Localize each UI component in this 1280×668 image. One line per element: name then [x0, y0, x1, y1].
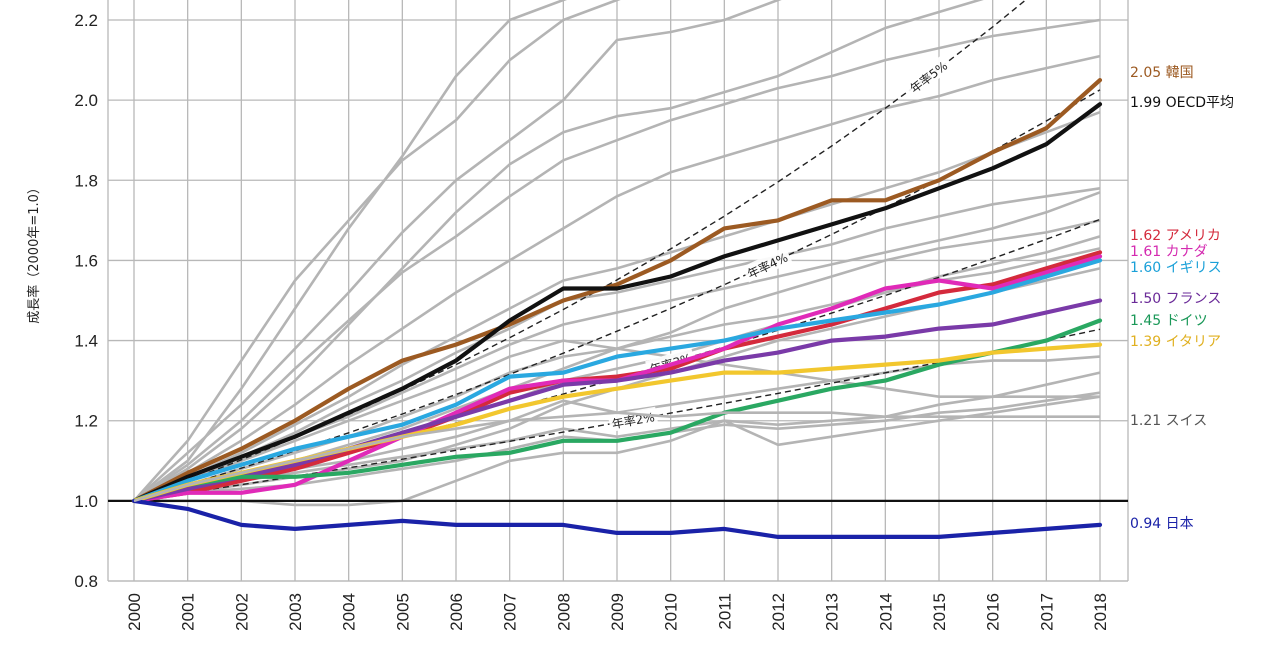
x-tick-label-2013: 2013 [823, 593, 842, 631]
other-country-line-18 [133, 339, 1100, 503]
x-tick-label-2014: 2014 [876, 593, 895, 631]
x-tick-label-2010: 2010 [662, 593, 681, 631]
x-tick-label-2018: 2018 [1091, 593, 1110, 631]
end-label-10: 0.94 日本 [1130, 516, 1194, 532]
series-line-6 [131, 298, 1103, 503]
trend-label-bg-1 [903, 54, 953, 98]
x-tick-label-2008: 2008 [554, 593, 573, 631]
trend-line-2 [133, 89, 1101, 502]
x-tick-label-2002: 2002 [232, 593, 251, 631]
y-tick-label-0.8: 0.8 [74, 572, 98, 591]
y-tick-label-1.0: 1.0 [74, 492, 98, 511]
x-tick-label-2003: 2003 [286, 593, 305, 631]
x-tick-label-2004: 2004 [340, 593, 359, 631]
end-label-9: 1.21 スイス [1130, 413, 1207, 429]
end-label-4: 1.61 カナダ [1130, 244, 1208, 260]
end-label-8: 1.39 イタリア [1130, 334, 1221, 350]
y-axis-label: 成長率（2000年=1.0） [26, 181, 42, 324]
trend-label-group-1: 年率5% [903, 54, 953, 98]
other-country-line-15 [133, 371, 1101, 503]
x-tick-label-2007: 2007 [501, 593, 520, 631]
series-line-2 [131, 102, 1103, 503]
x-tick-label-2001: 2001 [179, 593, 198, 631]
other-country-line-3 [133, 0, 782, 502]
series-line-9 [133, 411, 1100, 503]
x-tick-label-2012: 2012 [769, 593, 788, 631]
trend-label-group-2: 年率4% [741, 246, 793, 283]
end-label-5: 1.60 イギリス [1130, 260, 1222, 276]
y-tick-label-2.0: 2.0 [74, 91, 98, 110]
other-country-line-8 [133, 187, 1101, 503]
other-country-line-2 [133, 0, 568, 502]
x-tick-label-2009: 2009 [608, 593, 627, 631]
x-tick-label-2011: 2011 [715, 593, 734, 630]
end-label-3: 1.62 アメリカ [1130, 228, 1221, 244]
y-tick-label-2.2: 2.2 [74, 11, 98, 30]
other-country-line-5 [133, 18, 1101, 502]
other-country-line-17 [134, 395, 1101, 507]
series-line-10 [131, 498, 1103, 539]
series-line-1 [131, 78, 1103, 503]
series-line-3 [131, 250, 1103, 503]
highlighted-series [131, 78, 1103, 539]
y-tick-label-1.2: 1.2 [74, 412, 98, 431]
other-country-line-7 [133, 110, 1101, 503]
other-country-line-1 [133, 0, 621, 502]
end-label-1: 2.05 韓国 [1130, 65, 1194, 81]
x-tick-label-2006: 2006 [447, 593, 466, 631]
end-label-2: 1.99 OECD平均 [1130, 95, 1234, 111]
end-label-7: 1.45 ドイツ [1130, 313, 1208, 329]
y-tick-label-1.8: 1.8 [74, 171, 98, 190]
y-tick-label-1.6: 1.6 [74, 251, 98, 270]
other-country-line-6 [133, 54, 1101, 503]
trend-label-2: 年率4% [745, 249, 790, 281]
trend-label-bg-2 [741, 246, 793, 283]
x-tick-label-2005: 2005 [393, 593, 412, 631]
series-line-5 [131, 258, 1103, 503]
x-tick-label-2015: 2015 [930, 593, 949, 631]
x-tick-label-2017: 2017 [1037, 593, 1056, 631]
y-tick-label-1.4: 1.4 [74, 332, 98, 351]
series-line-7 [131, 318, 1103, 503]
gridlines [107, 0, 1129, 582]
other-country-line-4 [133, 0, 984, 503]
x-tick-label-2000: 2000 [125, 593, 144, 631]
x-tick-label-2016: 2016 [984, 593, 1003, 631]
end-label-6: 1.50 フランス [1130, 291, 1221, 307]
axes: 0.8 1.0 1.2 1.4 1.6 1.8 2.0 2.2 2000 2001 2002 2003… [26, 11, 1110, 631]
